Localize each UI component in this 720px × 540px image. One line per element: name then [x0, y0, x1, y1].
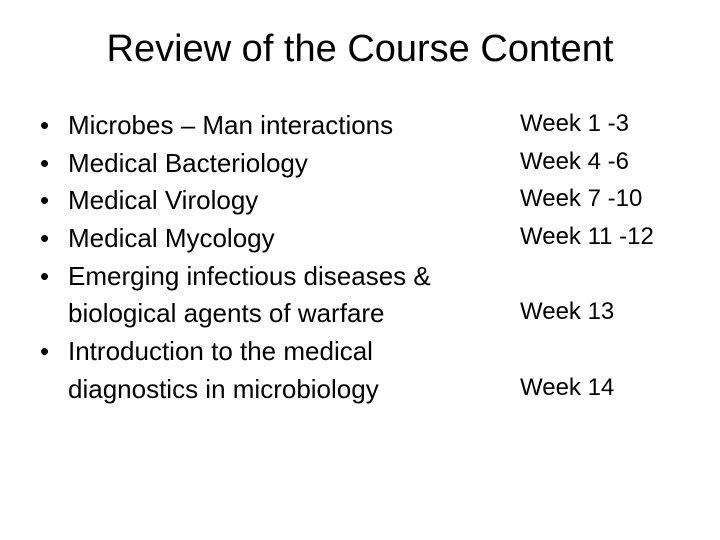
week-text: Week 4 -6 [520, 145, 680, 180]
week-text: Week 13 [520, 295, 680, 330]
slide: Review of the Course Content • Microbes … [0, 0, 720, 540]
content-list: • Microbes – Man interactions Week 1 -3 … [40, 107, 680, 409]
week-text: Week 11 -12 [520, 220, 680, 255]
list-item: • Emerging infectious diseases & [40, 258, 680, 296]
bullet-icon: • [40, 107, 68, 145]
list-item: • Medical Bacteriology Week 4 -6 [40, 145, 680, 183]
bullet-icon: • [40, 333, 68, 371]
topic-text: Medical Mycology [68, 220, 520, 258]
bullet-icon [40, 295, 68, 333]
topic-text: diagnostics in microbiology [68, 371, 520, 409]
list-item: biological agents of warfare Week 13 [40, 295, 680, 333]
list-item: diagnostics in microbiology Week 14 [40, 371, 680, 409]
week-text: Week 1 -3 [520, 107, 680, 142]
bullet-icon: • [40, 258, 68, 296]
list-item: • Medical Virology Week 7 -10 [40, 182, 680, 220]
list-item: • Medical Mycology Week 11 -12 [40, 220, 680, 258]
topic-text: biological agents of warfare [68, 295, 520, 333]
page-title: Review of the Course Content [40, 28, 680, 71]
bullet-icon: • [40, 145, 68, 183]
week-text: Week 7 -10 [520, 182, 680, 217]
topic-text: Microbes – Man interactions [68, 107, 520, 145]
list-item: • Introduction to the medical [40, 333, 680, 371]
bullet-icon: • [40, 182, 68, 220]
topic-text: Emerging infectious diseases & [68, 258, 520, 296]
list-item: • Microbes – Man interactions Week 1 -3 [40, 107, 680, 145]
topic-text: Introduction to the medical [68, 333, 520, 371]
bullet-icon: • [40, 220, 68, 258]
topic-text: Medical Bacteriology [68, 145, 520, 183]
week-text: Week 14 [520, 371, 680, 406]
bullet-icon [40, 371, 68, 409]
topic-text: Medical Virology [68, 182, 520, 220]
